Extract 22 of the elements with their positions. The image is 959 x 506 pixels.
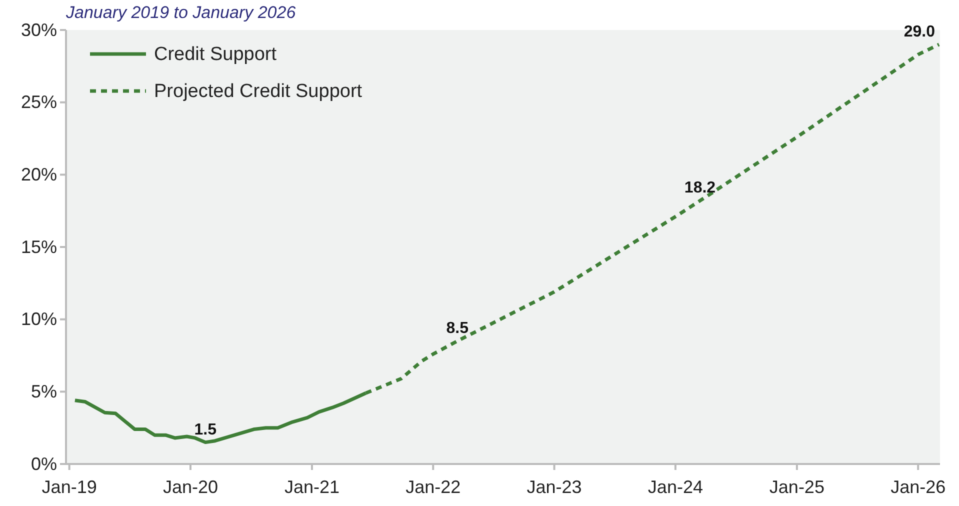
x-tick-label: Jan-22 <box>406 476 461 497</box>
x-tick-label: Jan-26 <box>890 476 946 497</box>
annotation: 1.5 <box>194 421 217 438</box>
annotation: 18.2 <box>684 180 716 197</box>
annotation: 8.5 <box>446 320 469 338</box>
legend-label: Credit Support <box>154 44 278 65</box>
y-tick-label: 20% <box>20 164 57 184</box>
y-tick-label: 30% <box>20 20 57 40</box>
x-tick-label: Jan-20 <box>162 476 218 497</box>
x-tick-label: Jan-21 <box>284 476 340 497</box>
y-tick-label: 25% <box>20 92 57 112</box>
x-tick-label: Jan-25 <box>769 476 824 497</box>
legend-label: Projected Credit Support <box>154 81 363 102</box>
y-tick-label: 5% <box>30 381 57 402</box>
y-tick-label: 15% <box>20 236 57 257</box>
annotation: 29.0 <box>904 23 936 40</box>
y-tick-label: 0% <box>30 454 57 474</box>
x-tick-label: Jan-19 <box>42 476 97 497</box>
x-tick-label: Jan-23 <box>526 476 582 497</box>
chart-subtitle: January 2019 to January 2026 <box>65 3 296 22</box>
y-tick-label: 10% <box>20 309 57 330</box>
x-tick-label: Jan-24 <box>648 476 703 497</box>
